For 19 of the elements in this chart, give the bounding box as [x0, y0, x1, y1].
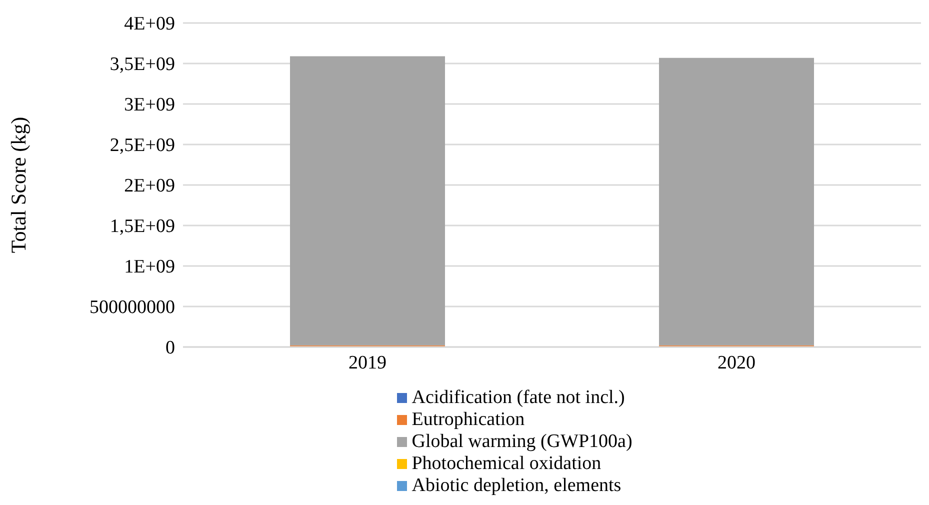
y-tick-label: 2E+09: [124, 176, 175, 197]
bar: [659, 58, 814, 346]
legend-label: Acidification (fate not incl.): [412, 387, 625, 409]
y-tick-label: 3,5E+09: [110, 54, 175, 76]
legend-label: Abiotic depletion, elements: [412, 475, 622, 497]
y-tick-label: 0: [166, 338, 175, 359]
y-tick-label: 1,5E+09: [110, 216, 175, 238]
x-tick-label: 2020: [718, 352, 756, 374]
legend-label: Photochemical oxidation: [412, 453, 602, 475]
y-tick-label: 3E+09: [124, 94, 175, 116]
y-tick-label: 1E+09: [124, 256, 175, 278]
y-tick-label: 2,5E+09: [110, 135, 175, 156]
y-tick-label: 500000000: [90, 297, 175, 318]
bar: [290, 56, 445, 346]
legend-label: Eutrophication: [412, 409, 525, 431]
x-tick-label: 2019: [348, 352, 386, 374]
y-tick-label: 4E+09: [124, 14, 175, 35]
y-axis-title: Total Score (kg): [6, 116, 30, 254]
legend-label: Global warming (GWP100a): [412, 431, 632, 453]
